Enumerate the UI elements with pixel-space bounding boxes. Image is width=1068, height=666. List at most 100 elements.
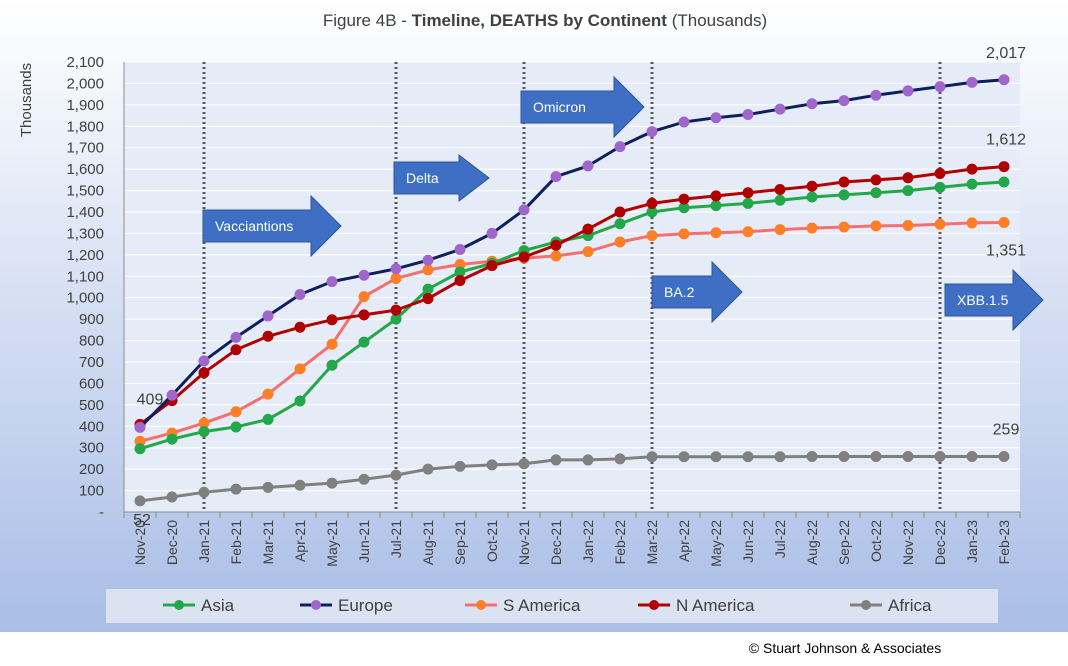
event-arrow: XBB.1.5 xyxy=(944,268,1044,332)
arrow-shape xyxy=(202,194,342,258)
legend-swatch-marker xyxy=(649,600,659,610)
data-point xyxy=(230,406,242,418)
data-point xyxy=(806,451,818,462)
x-tick-label: Oct-22 xyxy=(868,520,884,562)
data-point xyxy=(390,304,402,316)
data-point xyxy=(294,363,306,375)
data-point xyxy=(198,486,210,498)
legend-item: Europe xyxy=(300,596,393,615)
event-arrow: Vacciantions xyxy=(202,194,342,258)
y-tick-label: 1,300 xyxy=(66,225,104,242)
data-point xyxy=(774,103,786,115)
data-point xyxy=(582,246,594,258)
data-point xyxy=(998,74,1010,86)
x-tick-label: Sep-21 xyxy=(452,520,468,565)
data-point xyxy=(422,264,434,276)
x-tick-label: Oct-21 xyxy=(484,520,500,562)
data-point xyxy=(294,395,306,407)
series-line xyxy=(139,455,1004,503)
x-tick-label: Apr-21 xyxy=(292,520,308,562)
legend-label: Asia xyxy=(201,596,235,615)
data-point xyxy=(678,193,690,205)
data-point xyxy=(614,141,626,153)
data-point xyxy=(678,116,690,128)
series-line xyxy=(139,221,1005,443)
data-point xyxy=(262,330,274,342)
legend-swatch-marker xyxy=(174,600,184,610)
data-point xyxy=(390,272,402,284)
data-point xyxy=(294,289,306,300)
x-tick-label: Nov-20 xyxy=(132,520,148,565)
data-point xyxy=(934,181,946,193)
y-tick-label: 1,200 xyxy=(66,247,104,264)
y-tick-label: 900 xyxy=(79,311,104,328)
axes: - 100 200 300 400 500 600 700 800 900 1,000 1,100 1,… xyxy=(66,54,1021,567)
data-point xyxy=(582,454,594,466)
data-point xyxy=(902,85,914,97)
data-point xyxy=(806,98,818,110)
event-arrow: BA.2 xyxy=(651,260,743,324)
x-tick-label: May-22 xyxy=(708,520,724,567)
x-tick-label: Jun-21 xyxy=(356,520,372,563)
data-point xyxy=(358,336,370,348)
y-tick-label: 700 xyxy=(79,354,104,371)
series-layer xyxy=(134,74,1010,507)
data-point xyxy=(678,228,690,240)
x-tick-label: Feb-21 xyxy=(228,520,244,565)
data-point xyxy=(710,200,722,212)
data-point xyxy=(966,76,978,88)
event-arrow: Delta xyxy=(393,153,490,203)
y-tick-label: 1,800 xyxy=(66,118,104,135)
legend-swatch-marker xyxy=(861,600,871,610)
data-point xyxy=(358,291,370,303)
data-point xyxy=(902,172,914,184)
data-label: 52 xyxy=(133,512,151,529)
data-point xyxy=(742,226,754,238)
x-tick-label: Dec-22 xyxy=(932,520,948,565)
data-point xyxy=(614,218,626,230)
data-point xyxy=(326,314,338,326)
y-tick-label: 1,100 xyxy=(66,268,104,285)
data-point xyxy=(934,167,946,179)
data-point xyxy=(198,426,210,438)
data-point xyxy=(934,81,946,93)
x-tick-label: Apr-22 xyxy=(676,520,692,562)
data-point xyxy=(998,451,1010,462)
data-point xyxy=(742,187,754,199)
legend-item: N America xyxy=(638,596,755,615)
gridlines xyxy=(124,61,1020,513)
data-point xyxy=(646,451,658,463)
data-point xyxy=(230,421,242,433)
data-point xyxy=(902,220,914,231)
x-tick-label: Mar-22 xyxy=(644,520,660,565)
data-point xyxy=(934,218,946,230)
data-point xyxy=(582,223,594,235)
legend-label: S America xyxy=(503,596,581,615)
x-tick-label: Jul-22 xyxy=(772,520,788,558)
legend-label: Africa xyxy=(888,596,932,615)
data-point xyxy=(966,178,978,190)
data-labels: 409 52 2,017 1,612 1,351 259 xyxy=(133,45,1026,529)
arrow-shape xyxy=(520,75,645,139)
y-tick-label: 1,900 xyxy=(66,97,104,114)
data-point xyxy=(774,194,786,206)
y-tick-label: 1,400 xyxy=(66,204,104,221)
legend-label: N America xyxy=(676,596,755,615)
data-point xyxy=(134,443,146,455)
data-point xyxy=(166,389,178,401)
x-tick-label: Feb-23 xyxy=(996,520,1012,565)
arrow-shape xyxy=(944,268,1044,332)
x-tick-label: Dec-21 xyxy=(548,520,564,565)
data-point xyxy=(710,451,722,463)
event-arrows: Vacciantions Delta Omicron BA.2 XBB.1.5 xyxy=(202,75,1044,332)
data-point xyxy=(422,283,434,295)
data-point xyxy=(422,254,434,266)
x-tick-label: Sep-22 xyxy=(836,520,852,565)
data-point xyxy=(326,477,338,489)
data-point xyxy=(710,227,722,239)
title-bold: Timeline, DEATHS by Continent xyxy=(412,11,668,30)
x-tick-label: Jun-22 xyxy=(740,520,756,563)
data-point xyxy=(614,206,626,218)
data-point xyxy=(710,190,722,202)
